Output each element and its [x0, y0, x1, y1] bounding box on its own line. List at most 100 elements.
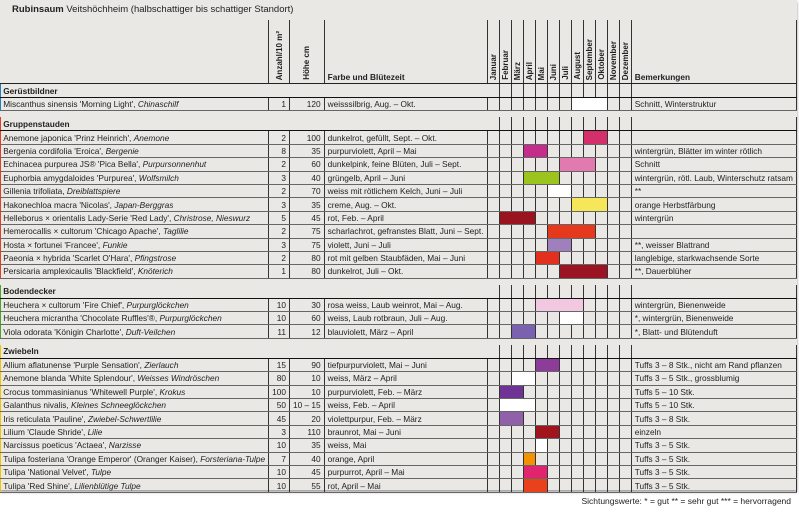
month-cell	[607, 398, 620, 413]
plant-name: Tulipa 'Red Shine', Lilienblütige Tulpe	[0, 478, 270, 493]
month-cell	[511, 144, 524, 159]
common-name: Weisses Windröschen	[137, 373, 220, 384]
plant-count: 10	[268, 438, 290, 453]
plant-height: 10 – 15	[289, 398, 325, 413]
header-color: Farbe und Blütezeit	[324, 20, 488, 84]
remarks: Tuffs 3 – 5 Stk.	[631, 465, 798, 480]
month-cell	[619, 157, 632, 172]
month-cell	[499, 284, 512, 299]
month-cell	[619, 385, 632, 400]
month-cell	[559, 398, 572, 413]
bloom-bar-cell	[523, 371, 536, 386]
table-row: Allium aflatunense 'Purple Sensation', Z…	[0, 358, 798, 373]
month-cell	[511, 284, 524, 299]
month-cell	[547, 385, 560, 400]
month-cell	[595, 224, 608, 239]
month-cell	[571, 83, 584, 98]
bloom-bar-cell	[547, 251, 560, 266]
bloom-bar-cell	[571, 197, 584, 212]
bloom-bar-cell	[523, 171, 536, 185]
common-name: Funkie	[102, 239, 128, 250]
month-cell	[595, 465, 608, 480]
month-cell	[535, 211, 548, 226]
month-cell	[499, 224, 512, 239]
month-cell	[619, 97, 632, 112]
table-row: Anemone blanda 'White Splendour', Weisse…	[0, 371, 798, 386]
month-cell	[547, 97, 560, 112]
month-cell	[571, 371, 584, 386]
bloom-description: purpurrot, April – Mai	[324, 465, 488, 480]
plant-height: 70	[289, 184, 325, 199]
bloom-bar-cell	[571, 264, 584, 279]
header-row: Anzahl/10 m² Höhe cm Farbe und Blütezeit…	[0, 20, 798, 84]
bloom-description: weisssilbrig, Aug. – Okt.	[324, 97, 488, 112]
month-cell	[619, 130, 632, 145]
plant-name: Euphorbia amygdaloides 'Purpurea', Wolfs…	[0, 171, 270, 185]
month-cell	[583, 478, 596, 493]
common-name: Tulpe	[90, 467, 112, 478]
month-cell	[607, 238, 620, 252]
month-cell	[499, 298, 512, 313]
bloom-bar-cell	[571, 157, 584, 172]
bloom-description: weiss, Mai	[324, 438, 488, 453]
plant-height: 100	[289, 130, 325, 145]
common-name: Knöterich	[137, 266, 173, 277]
common-name: Taglilie	[162, 226, 189, 237]
month-cell	[487, 398, 500, 413]
plant-count: 2	[268, 251, 290, 266]
bloom-bar-cell	[535, 251, 548, 266]
bloom-description: rot mit gelben Staubfäden, Mai – Juni	[324, 251, 488, 266]
common-name: Bergenie	[105, 145, 139, 156]
month-cell	[583, 452, 596, 466]
botanical-name: Hakonechloa macra 'Nicolas',	[3, 199, 112, 210]
bloom-bar-cell	[535, 171, 548, 185]
group-name: Bodendecker	[0, 284, 488, 299]
table-row: Paeonia × hybrida 'Scarlet O'Hara', Pfin…	[0, 251, 798, 266]
table-row: Euphorbia amygdaloides 'Purpurea', Wolfs…	[0, 171, 798, 185]
month-cell	[499, 452, 512, 466]
botanical-name: Anemone japonica 'Prinz Heinrich',	[3, 132, 132, 143]
bloom-description: scharlachrot, gefranstes Blatt, Juni – S…	[324, 224, 488, 239]
month-cell	[619, 117, 632, 132]
month-cell	[607, 171, 620, 185]
botanical-name: Echinacea purpurea JS® 'Pica Bella',	[3, 159, 141, 170]
month-cell	[487, 171, 500, 185]
month-cell	[547, 344, 560, 359]
month-cell	[523, 385, 536, 400]
month-cell	[547, 83, 560, 98]
month-cell	[619, 324, 632, 339]
month-cell	[547, 371, 560, 386]
botanical-name: Narcissus poeticus 'Actaea',	[3, 440, 107, 451]
month-cell	[523, 83, 536, 98]
plant-table: Anzahl/10 m² Höhe cm Farbe und Blütezeit…	[0, 20, 798, 493]
common-name: Chinaschilf	[137, 99, 179, 110]
bloom-bar-cell	[571, 311, 584, 326]
month-cell	[511, 117, 524, 132]
month-cell	[619, 171, 632, 185]
month-cell	[511, 238, 524, 252]
bloom-bar-cell	[511, 411, 524, 426]
month-cell	[499, 171, 512, 185]
common-name: Christrose, Nieswurz	[173, 212, 251, 223]
month-cell	[559, 197, 572, 212]
month-cell	[535, 344, 548, 359]
month-cell	[559, 438, 572, 453]
plant-name: Paeonia × hybrida 'Scarlet O'Hara', Pfin…	[0, 251, 270, 266]
month-cell	[607, 284, 620, 299]
month-cell	[571, 398, 584, 413]
plant-name: Hakonechloa macra 'Nicolas', Japan-Bergg…	[0, 197, 270, 212]
table-row: Heuchera × cultorum 'Fire Chief', Purpur…	[0, 298, 798, 313]
common-name: Forsteriana-Tulpe	[200, 453, 266, 464]
plant-height: 40	[289, 171, 325, 185]
plant-name: Anemone blanda 'White Splendour', Weisse…	[0, 371, 270, 386]
bloom-bar-cell	[583, 97, 596, 112]
month-cell	[559, 324, 572, 339]
bloom-description: dunkelrot, Juli – Okt.	[324, 264, 488, 279]
botanical-name: Tulipa 'National Velvet',	[3, 467, 89, 478]
header-month: Februar	[499, 20, 512, 84]
remarks: Schnitt, Winterstruktur	[631, 97, 798, 112]
rating-legend: Sichtungswerte: * = gut ** = sehr gut **…	[581, 496, 791, 506]
month-cell	[547, 130, 560, 145]
bloom-bar-cell	[559, 264, 572, 279]
month-cell	[607, 425, 620, 440]
